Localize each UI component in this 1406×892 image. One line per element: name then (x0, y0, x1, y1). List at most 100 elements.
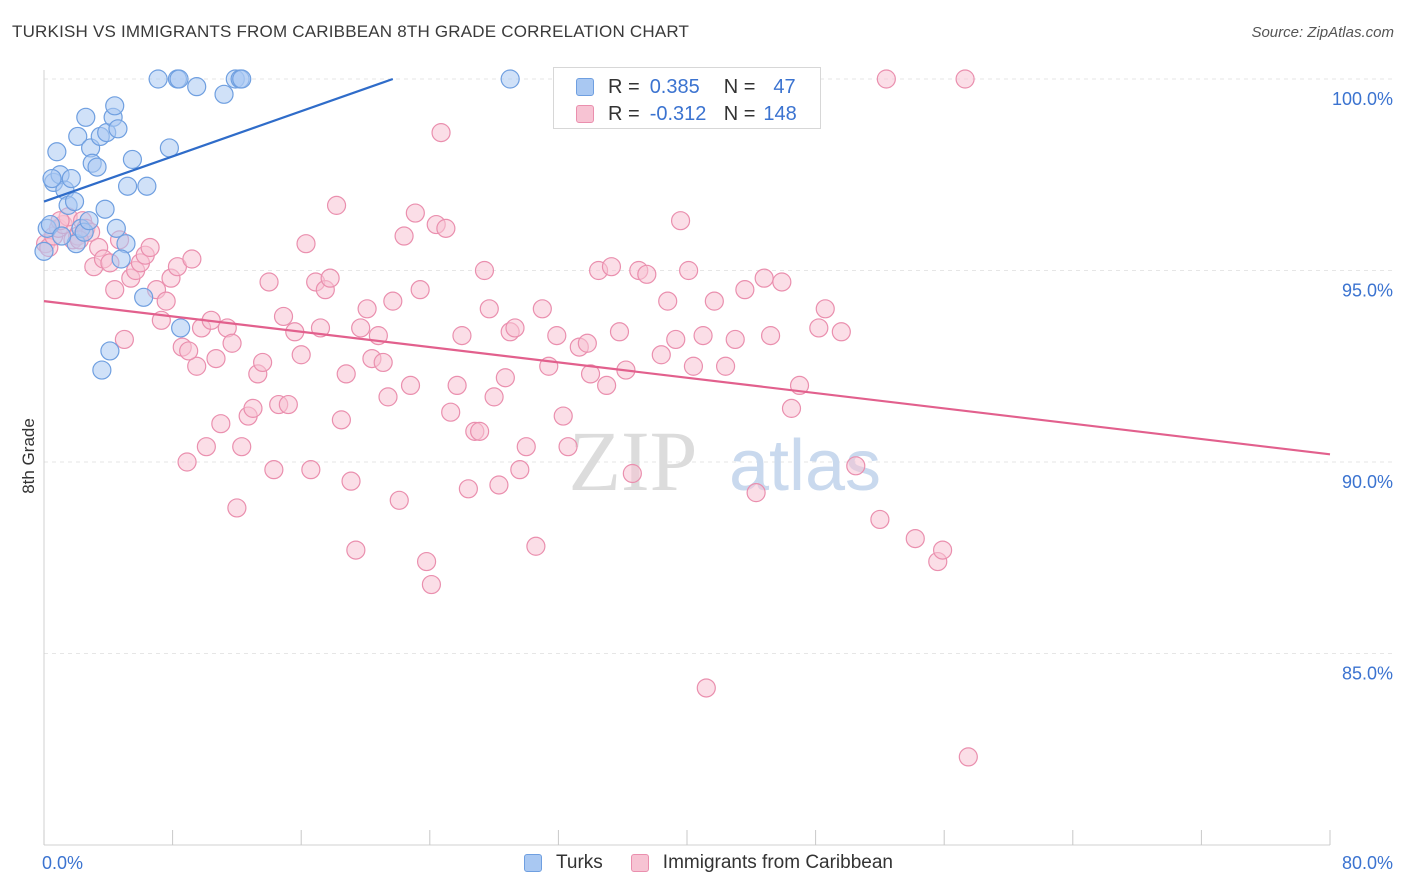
caribbean-point (346, 540, 366, 560)
caribbean-point (259, 272, 279, 292)
caribbean-point (394, 226, 414, 246)
caribbean-point (206, 348, 226, 369)
legend-row-caribbean: R = -0.312 N = 148 (576, 102, 797, 126)
caribbean-point (301, 460, 321, 480)
turks-point (117, 176, 138, 196)
turks-point (95, 199, 115, 219)
caribbean-point (683, 356, 704, 376)
caribbean-point (232, 437, 252, 457)
x-tick-label: 0.0% (42, 853, 83, 873)
caribbean-point (179, 341, 199, 361)
caribbean-point (622, 463, 642, 484)
turks-point (42, 168, 62, 189)
caribbean-point (597, 375, 617, 395)
bottom-legend-caribbean: Immigrants from Caribbean (630, 852, 893, 874)
caribbean-swatch (576, 105, 594, 123)
caribbean-point (436, 218, 456, 238)
caribbean-point (553, 406, 573, 426)
caribbean-point (357, 299, 377, 319)
turks-point (214, 84, 234, 104)
caribbean-points (36, 69, 978, 767)
y-tick-label: 95.0% (1342, 281, 1393, 301)
caribbean-point (693, 326, 713, 346)
caribbean-point (243, 398, 263, 418)
caribbean-point (341, 471, 361, 491)
x-tick-label: 80.0% (1342, 853, 1393, 873)
caribbean-point (577, 333, 597, 353)
legend-n-value-caribbean: 148 (763, 102, 797, 125)
caribbean-point (389, 490, 409, 510)
caribbean-point (470, 421, 490, 441)
caribbean-point (211, 414, 231, 434)
caribbean-point (846, 456, 866, 476)
caribbean-point (558, 437, 578, 457)
turks-point (187, 77, 207, 97)
turks-point (134, 287, 154, 307)
caribbean-point (114, 329, 134, 350)
legend-n-value-turks: 47 (773, 75, 796, 98)
watermark: ZIP atlas (569, 413, 882, 509)
caribbean-point (484, 387, 504, 407)
turks-point (137, 176, 157, 196)
legend-r-value-caribbean: -0.312 (649, 102, 707, 125)
source-label: Source: ZipAtlas.com (1251, 24, 1394, 41)
caribbean-point (373, 352, 393, 373)
caribbean-point (336, 364, 356, 384)
axis-labels: 85.0% 90.0% 95.0% 100.0% 0.0% 80.0% 8th Grade (19, 89, 1393, 873)
legend-r-label: R = (608, 102, 640, 125)
caribbean-point (725, 329, 745, 350)
caribbean-point (253, 352, 273, 373)
caribbean-point (815, 299, 835, 319)
caribbean-point (831, 322, 851, 342)
turks-point (47, 142, 67, 162)
caribbean-point (526, 536, 546, 556)
caribbean-point (458, 479, 478, 499)
trend-lines (43, 77, 1331, 456)
caribbean-point (264, 460, 284, 480)
caribbean-point (651, 345, 671, 365)
caribbean-point (156, 291, 176, 311)
turks-point (500, 69, 520, 89)
bottom-legend: Turks Immigrants from Caribbean (524, 852, 921, 874)
caribbean-point (291, 345, 311, 365)
turks-point (232, 69, 252, 89)
caribbean-point (696, 678, 716, 698)
caribbean-point (870, 509, 890, 530)
caribbean-point (495, 368, 515, 388)
caribbean-point (876, 69, 896, 89)
caribbean-point (516, 437, 536, 457)
turks-point (105, 96, 125, 116)
caribbean-point (746, 483, 766, 503)
turks-point (100, 341, 120, 361)
caribbean-point (772, 272, 792, 292)
caribbean-point (140, 237, 160, 258)
caribbean-point (452, 326, 472, 346)
turks-point (148, 69, 168, 89)
turks-point (68, 126, 88, 147)
caribbean-point (637, 264, 657, 284)
caribbean-point (809, 318, 829, 338)
caribbean-point (505, 318, 525, 338)
turks-point (61, 168, 81, 189)
turks-point (111, 249, 131, 269)
turks-point (92, 360, 112, 380)
turks-point (34, 241, 54, 261)
caribbean-trend-line (43, 300, 1331, 456)
bottom-legend-turks: Turks (524, 852, 603, 874)
caribbean-point (196, 437, 216, 457)
turks-point (108, 119, 128, 139)
correlation-legend: R = 0.385 N = 47 R = -0.312 N = 148 (553, 67, 821, 129)
y-tick-label: 90.0% (1342, 472, 1393, 492)
caribbean-point (760, 326, 781, 346)
legend-r-value-turks: 0.385 (649, 75, 700, 98)
turks-point (87, 157, 107, 177)
bottom-legend-turks-label: Turks (556, 852, 603, 873)
caribbean-point (754, 268, 774, 288)
caribbean-point (296, 234, 316, 254)
caribbean-point (400, 375, 421, 395)
caribbean-point (670, 211, 691, 231)
caribbean-point (532, 299, 552, 319)
turks-trend-line (43, 77, 394, 203)
turks-point (169, 69, 189, 89)
